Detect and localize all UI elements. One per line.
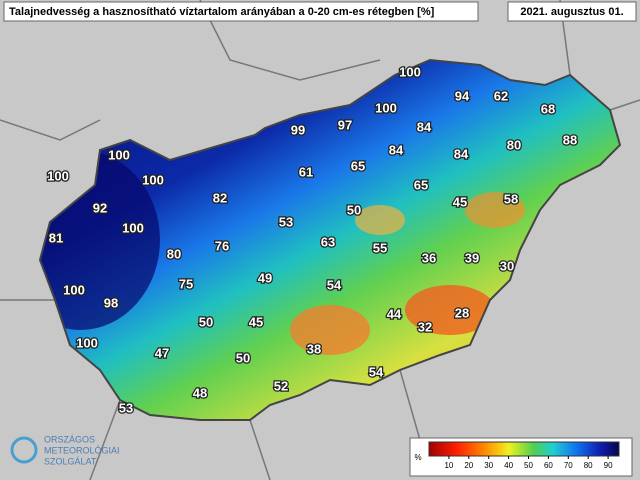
logo-line: METEOROLÓGIAI: [44, 445, 120, 455]
legend-tick-label: 20: [464, 461, 473, 470]
station-value: 36: [422, 250, 436, 265]
station-value: 54: [327, 277, 342, 292]
legend-tick-label: 70: [564, 461, 573, 470]
station-value: 100: [108, 147, 130, 162]
legend-tick-label: 60: [544, 461, 553, 470]
date-box: [507, 1, 637, 22]
legend-tick-label: 10: [444, 461, 453, 470]
station-value: 48: [193, 385, 207, 400]
station-value: 61: [299, 164, 313, 179]
station-value: 80: [167, 246, 181, 261]
station-value: 45: [453, 194, 467, 209]
station-value: 50: [236, 350, 250, 365]
legend-unit: %: [414, 453, 421, 462]
station-value: 44: [387, 306, 402, 321]
legend-tick-label: 80: [584, 461, 593, 470]
station-value: 47: [155, 345, 169, 360]
station-value: 100: [76, 335, 98, 350]
station-value: 100: [399, 64, 421, 79]
station-value: 81: [49, 230, 63, 245]
title-box: [3, 1, 479, 22]
station-value: 38: [307, 341, 321, 356]
title: Talajnedvesség a hasznosítható víztartal…: [9, 6, 435, 18]
station-value: 76: [215, 238, 229, 253]
logo-line: SZOLGÁLAT: [44, 456, 97, 466]
station-value: 55: [373, 240, 387, 255]
station-value: 80: [507, 137, 521, 152]
station-value: 98: [104, 295, 118, 310]
station-value: 84: [454, 146, 469, 161]
station-value: 92: [93, 200, 107, 215]
station-value: 39: [465, 250, 479, 265]
colorbar: [428, 441, 620, 457]
legend-tick-label: 50: [524, 461, 533, 470]
legend-tick-label: 40: [504, 461, 513, 470]
station-value: 53: [119, 400, 133, 415]
station-value: 82: [213, 190, 227, 205]
station-value: 50: [199, 314, 213, 329]
legend-tick-label: 30: [484, 461, 493, 470]
station-value: 53: [279, 214, 293, 229]
station-value: 100: [63, 282, 85, 297]
station-value: 84: [389, 142, 404, 157]
station-value: 54: [369, 364, 384, 379]
station-value: 75: [179, 276, 193, 291]
station-value: 49: [258, 270, 272, 285]
station-value: 84: [417, 119, 432, 134]
logo-icon: [10, 436, 38, 464]
station-value: 32: [418, 319, 432, 334]
station-value: 63: [321, 234, 335, 249]
station-value: 30: [500, 258, 514, 273]
station-value: 94: [455, 88, 470, 103]
station-value: 65: [351, 158, 365, 173]
station-value: 99: [291, 122, 305, 137]
station-value: 52: [274, 378, 288, 393]
station-value: 100: [47, 168, 69, 183]
station-value: 68: [541, 101, 555, 116]
station-value: 28: [455, 305, 469, 320]
legend-tick-label: 90: [604, 461, 613, 470]
station-value: 100: [122, 220, 144, 235]
station-value: 100: [375, 100, 397, 115]
station-value: 97: [338, 117, 352, 132]
logo-line: ORSZÁGOS: [44, 434, 95, 444]
date: 2021. augusztus 01.: [520, 6, 623, 18]
station-value: 58: [504, 191, 518, 206]
station-value: 62: [494, 88, 508, 103]
station-value: 50: [347, 202, 361, 217]
station-value: 88: [563, 132, 577, 147]
station-value: 65: [414, 177, 428, 192]
station-value: 45: [249, 314, 263, 329]
station-value: 100: [142, 172, 164, 187]
